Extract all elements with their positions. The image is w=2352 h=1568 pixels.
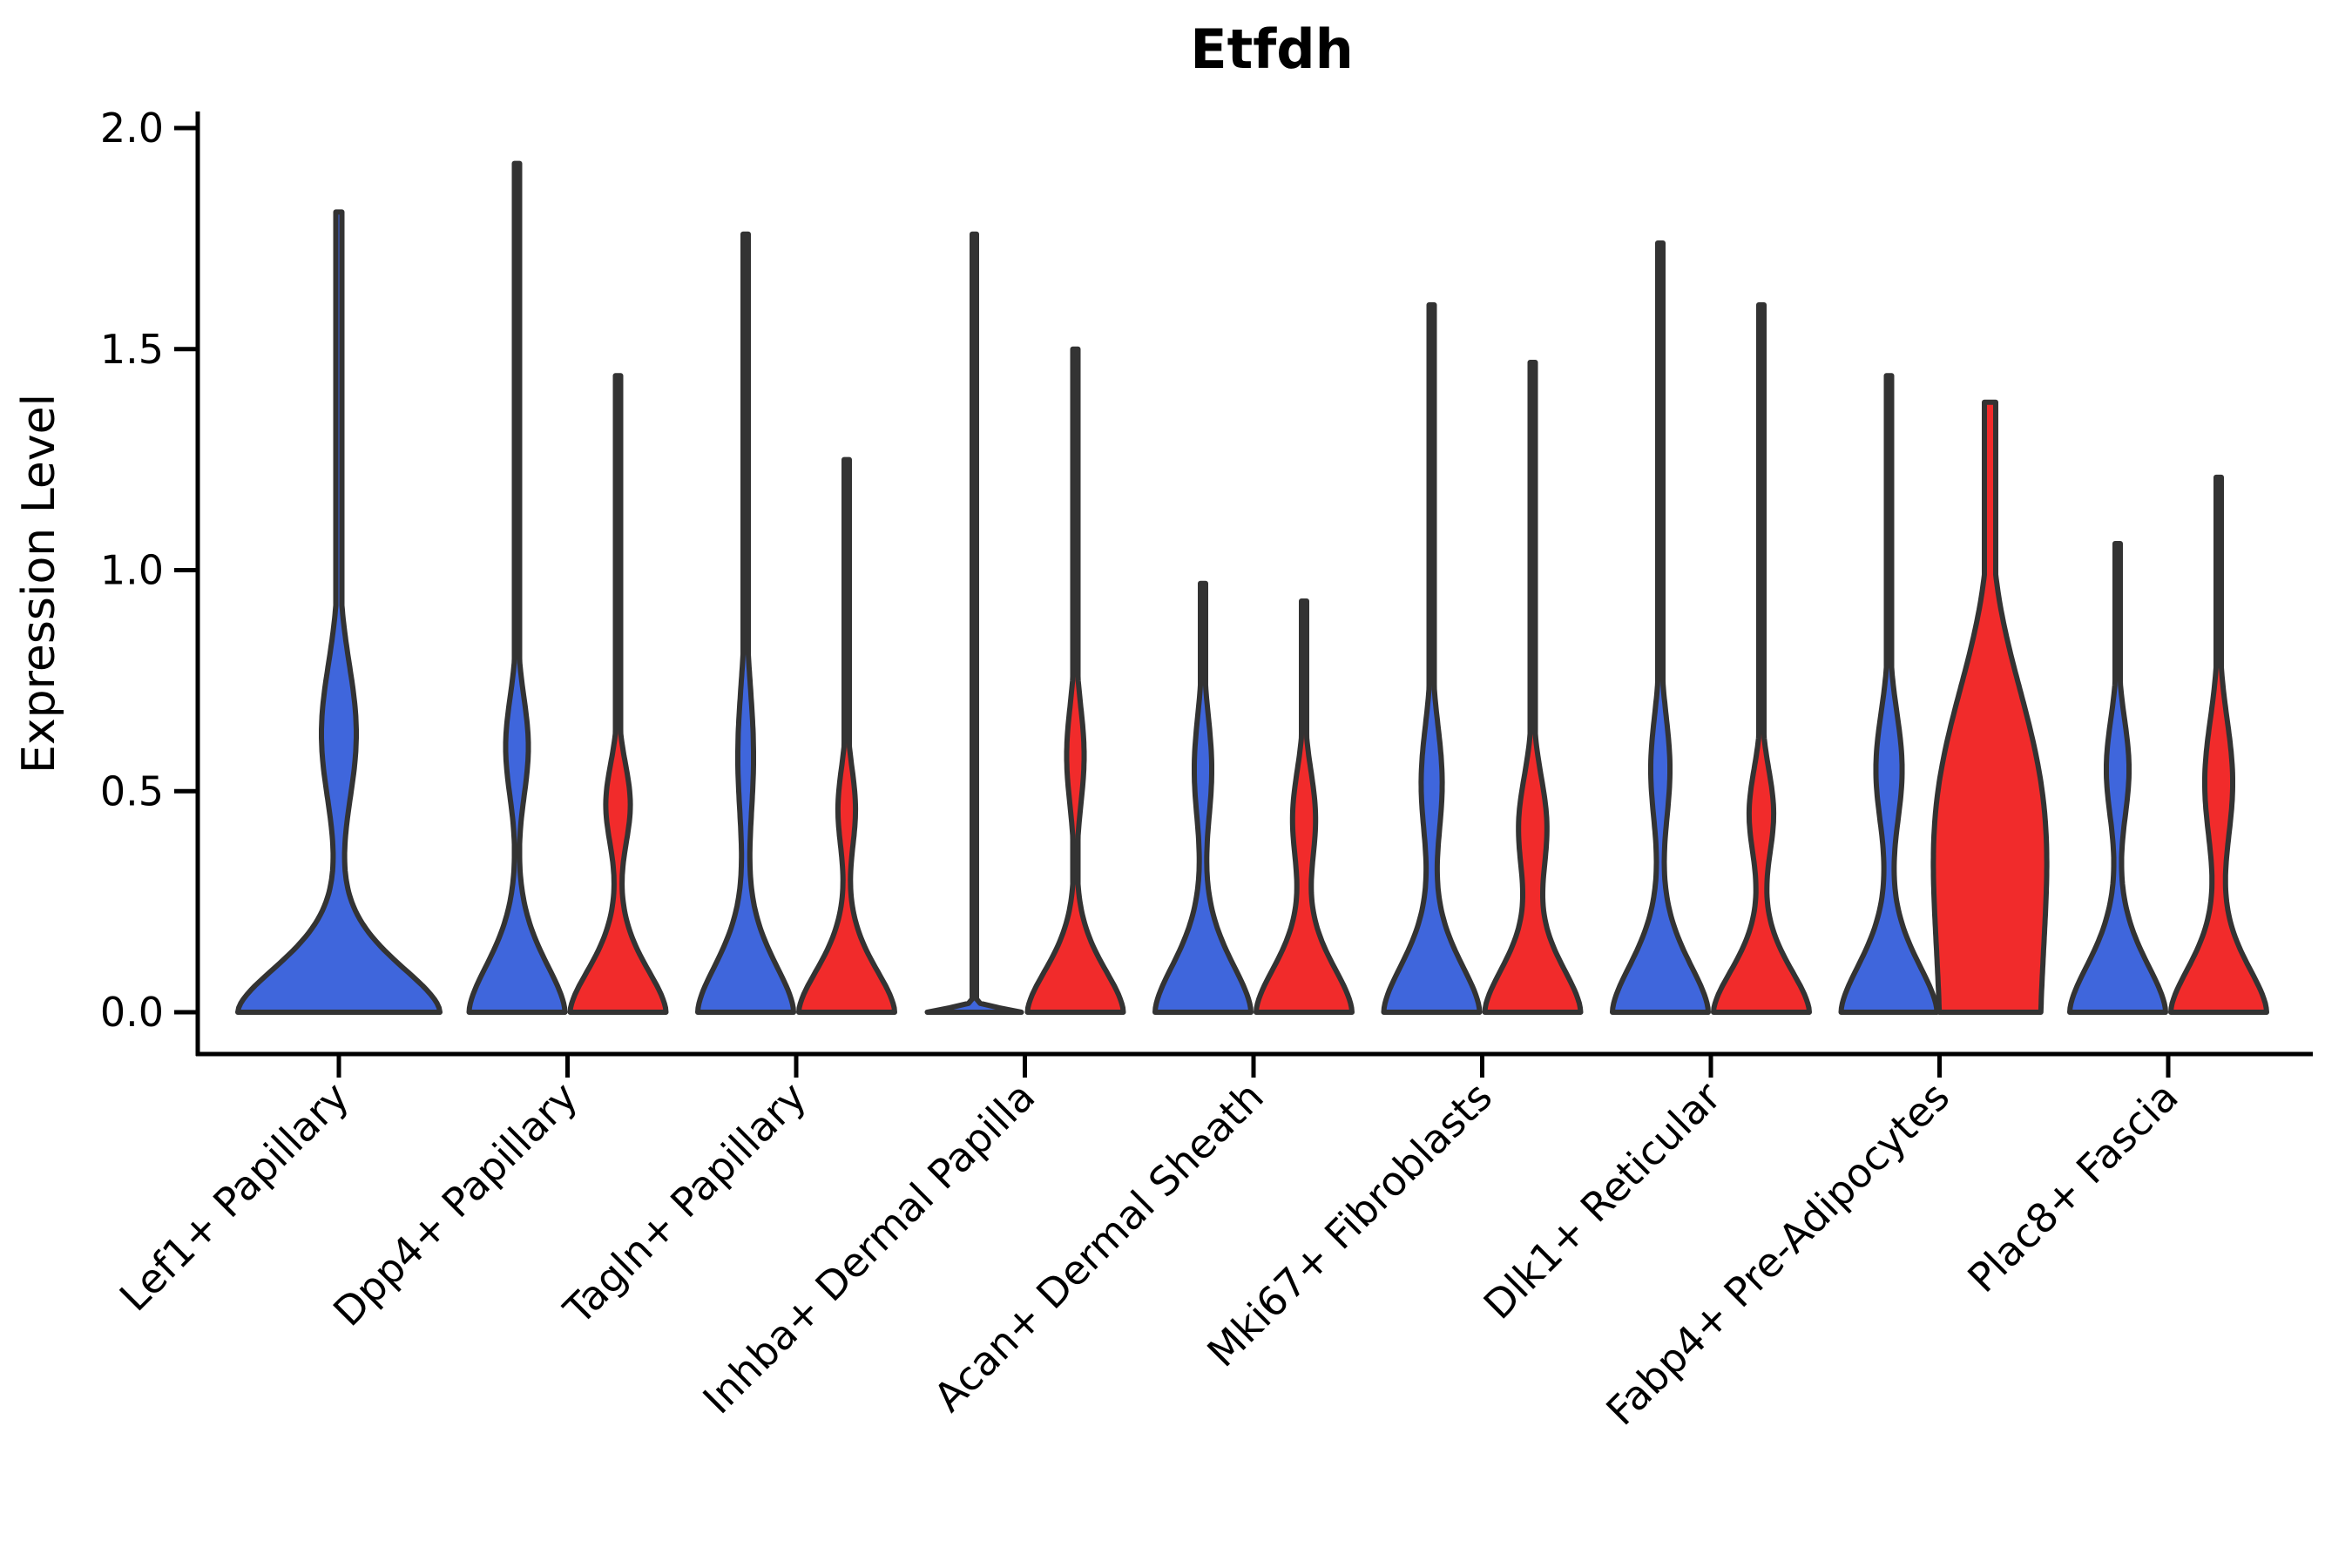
violin-fabp4-pre-adipocytes-blue [1838, 373, 1940, 1015]
violin-acan-dermal-sheath-red [1254, 598, 1355, 1015]
violin-dpp4-papillary-blue [466, 160, 568, 1015]
y-tick-label: 1.5 [100, 326, 164, 373]
violin-tagln-papillary-blue [695, 231, 796, 1015]
y-tick-label: 2.0 [100, 105, 164, 152]
y-tick-label: 1.0 [100, 547, 164, 594]
x-tick-label-dpp4-papillary: Dpp4+ Papillary [324, 1073, 586, 1335]
violin-plac8-fascia-blue [2067, 541, 2168, 1015]
violin-mki67-fibroblasts-red [1482, 360, 1584, 1015]
y-tick-label: 0.5 [100, 767, 164, 814]
y-axis-ticks: 0.0 0.5 1.0 1.5 2.0 [100, 105, 196, 1036]
violin-inhba-dermal-papilla-red [1024, 346, 1126, 1015]
violin-dpp4-papillary-red [567, 373, 669, 1015]
violin-dlk1-reticular-blue [1610, 240, 1711, 1015]
violin-dlk1-reticular-red [1711, 302, 1812, 1015]
x-tick-label-lef1-papillary: Lef1+ Papillary [111, 1073, 358, 1321]
x-tick-label-plac8-fascia: Plac8+ Fascia [1958, 1073, 2186, 1301]
violin-series-group [235, 160, 2269, 1015]
violin-plac8-fascia-red [2168, 474, 2269, 1015]
violin-lef1-papillary-blue [235, 209, 443, 1015]
violin-mki67-fibroblasts-blue [1381, 302, 1483, 1015]
violin-fabp4-pre-adipocytes-red [1930, 399, 2050, 1015]
x-tick-label-dlk1-reticular: Dlk1+ Reticular [1475, 1073, 1730, 1328]
y-axis-label: Expression Level [13, 394, 65, 774]
chart-title: Etfdh [1190, 17, 1353, 81]
x-tick-label-tagln-papillary: Tagln+ Papillary [554, 1073, 815, 1335]
violin-acan-dermal-sheath-blue [1152, 580, 1254, 1015]
y-tick-label: 0.0 [100, 989, 164, 1036]
violin-inhba-dermal-papilla-blue [924, 231, 1024, 1015]
violin-tagln-papillary-red [796, 456, 897, 1015]
